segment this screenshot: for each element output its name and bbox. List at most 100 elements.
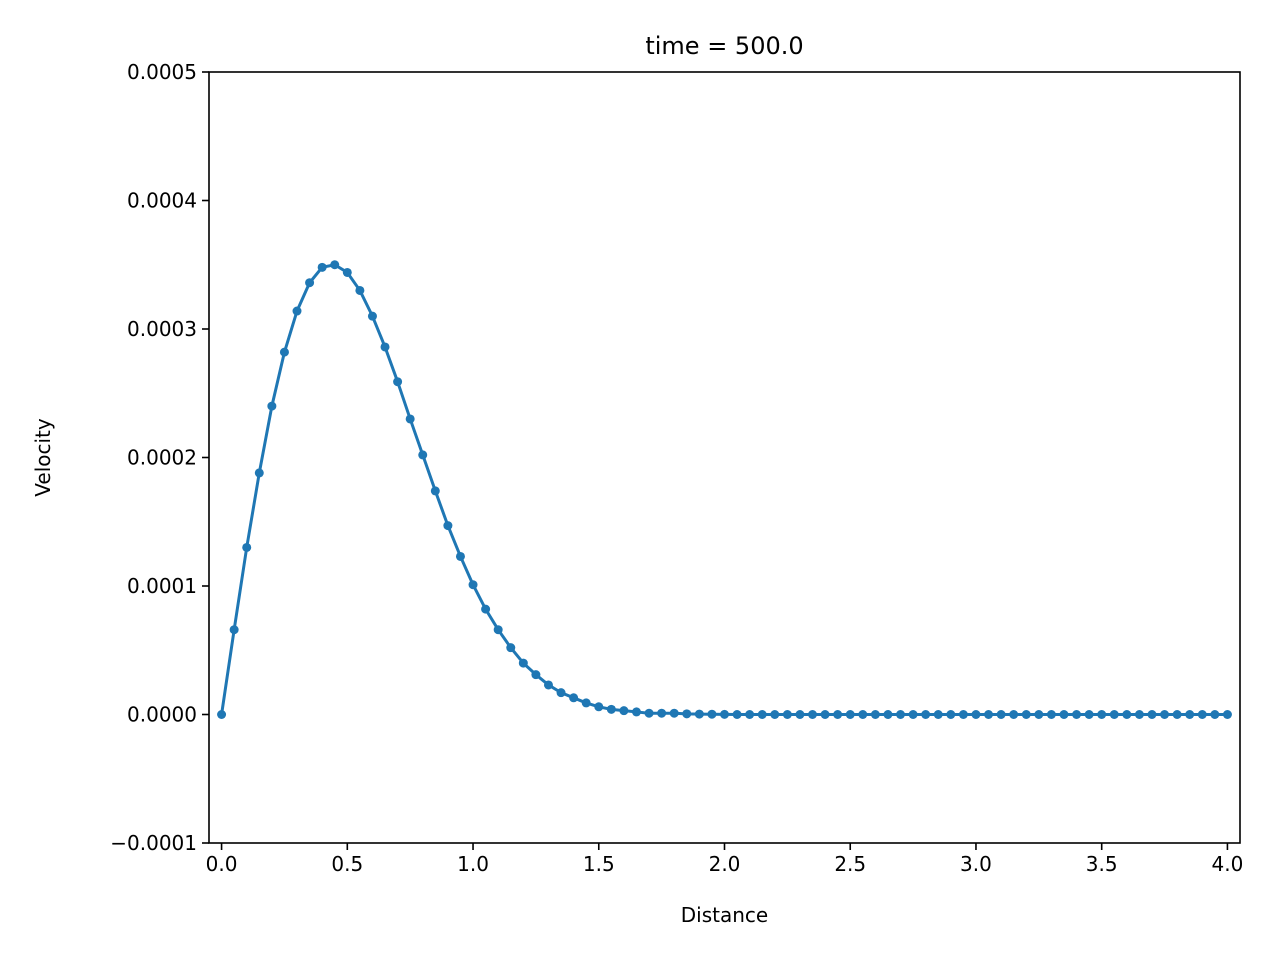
- data-point: [443, 521, 453, 531]
- data-point: [317, 262, 327, 272]
- data-point: [217, 710, 227, 719]
- data-point: [694, 709, 704, 719]
- data-point: [707, 709, 717, 719]
- data-point: [933, 710, 943, 719]
- data-point: [1072, 710, 1082, 719]
- y-tick-label: 0.0002: [127, 446, 197, 470]
- data-point: [380, 342, 390, 352]
- data-point: [367, 311, 377, 321]
- data-point: [1134, 710, 1144, 719]
- data-point: [569, 693, 579, 703]
- data-point: [556, 688, 566, 698]
- data-point: [430, 486, 440, 496]
- data-point: [330, 260, 340, 270]
- data-point: [455, 551, 465, 561]
- data-point: [1046, 710, 1056, 719]
- data-point: [581, 698, 591, 708]
- data-point: [732, 710, 742, 719]
- data-point: [518, 658, 528, 668]
- data-point: [669, 708, 679, 718]
- data-point: [870, 710, 880, 719]
- x-tick-label: 2.0: [709, 852, 741, 876]
- data-point: [1147, 710, 1157, 719]
- data-point: [984, 710, 994, 719]
- data-point: [342, 267, 352, 277]
- y-tick-label: −0.0001: [110, 831, 197, 855]
- data-point: [305, 278, 315, 288]
- x-tick-label: 0.5: [331, 852, 363, 876]
- data-point: [481, 604, 491, 614]
- data-point: [229, 625, 239, 635]
- y-tick-label: 0.0004: [127, 189, 197, 213]
- data-point: [254, 468, 264, 478]
- data-point: [908, 710, 918, 719]
- data-point: [858, 710, 868, 719]
- data-point: [1021, 710, 1031, 719]
- plot-area: [217, 260, 1232, 719]
- x-tick-label: 4.0: [1212, 852, 1244, 876]
- x-tick-label: 1.0: [457, 852, 489, 876]
- axis-ticks: 0.0 0.5 1.0 1.5 2.0 2.5 3.0 3.5 4.0 −0.0001 0.0000…: [110, 60, 1243, 876]
- data-point: [1222, 710, 1232, 719]
- data-point: [1034, 710, 1044, 719]
- data-point: [606, 704, 616, 714]
- data-point: [506, 643, 516, 653]
- data-point: [493, 625, 503, 635]
- data-point: [833, 710, 843, 719]
- chart-title: time = 500.0: [645, 32, 803, 60]
- data-point: [996, 710, 1006, 719]
- data-point: [393, 377, 403, 387]
- data-point: [292, 306, 302, 316]
- data-point: [242, 542, 252, 552]
- data-point: [531, 670, 541, 680]
- data-point: [896, 710, 906, 719]
- data-point: [355, 285, 365, 295]
- data-point: [883, 710, 893, 719]
- data-point: [1210, 710, 1220, 719]
- data-point: [1172, 710, 1182, 719]
- data-point: [619, 706, 629, 716]
- data-point: [594, 702, 604, 712]
- data-point: [770, 710, 780, 719]
- data-point: [820, 710, 830, 719]
- data-point: [543, 680, 553, 690]
- data-point: [946, 710, 956, 719]
- data-point: [644, 708, 654, 718]
- x-tick-label: 3.5: [1086, 852, 1118, 876]
- data-point: [1185, 710, 1195, 719]
- y-tick-label: 0.0005: [127, 60, 197, 84]
- data-point: [1084, 710, 1094, 719]
- x-tick-label: 2.5: [834, 852, 866, 876]
- data-point: [418, 450, 428, 460]
- data-point: [631, 707, 641, 717]
- data-point: [682, 709, 692, 719]
- y-axis-label: Velocity: [31, 418, 55, 497]
- data-point: [808, 710, 818, 719]
- data-point: [279, 347, 289, 357]
- x-axis-label: Distance: [681, 903, 768, 927]
- data-point: [745, 710, 755, 719]
- data-point: [958, 710, 968, 719]
- x-tick-label: 1.5: [583, 852, 615, 876]
- data-point: [1009, 710, 1019, 719]
- data-point: [757, 710, 767, 719]
- y-tick-label: 0.0000: [127, 703, 197, 727]
- data-point: [1160, 710, 1170, 719]
- x-tick-label: 0.0: [206, 852, 238, 876]
- data-point: [782, 710, 792, 719]
- data-point: [921, 710, 931, 719]
- data-point: [1109, 710, 1119, 719]
- data-point: [1097, 710, 1107, 719]
- data-point: [845, 710, 855, 719]
- data-point: [1059, 710, 1069, 719]
- data-point: [405, 414, 415, 424]
- data-point: [468, 580, 478, 590]
- x-tick-label: 3.0: [960, 852, 992, 876]
- data-point: [1197, 710, 1207, 719]
- data-point: [1122, 710, 1132, 719]
- y-tick-label: 0.0001: [127, 574, 197, 598]
- data-point: [657, 708, 667, 718]
- data-point: [795, 710, 805, 719]
